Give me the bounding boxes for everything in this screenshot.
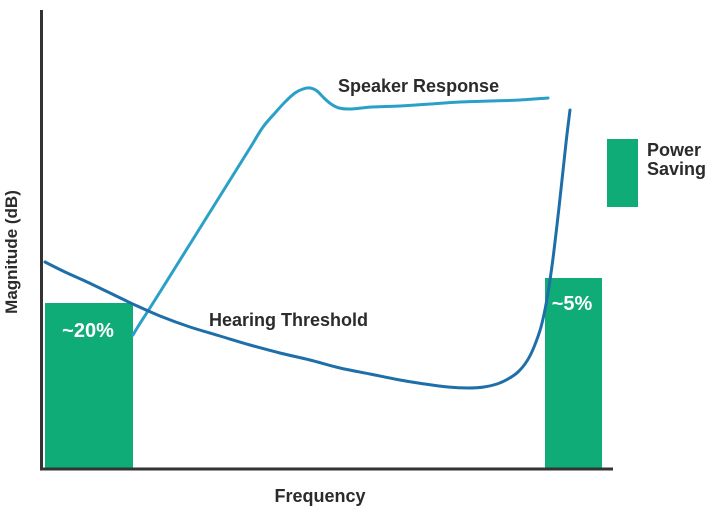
power-saving-bar-left <box>45 303 133 468</box>
hearing-threshold-curve <box>43 108 572 390</box>
legend-swatch <box>607 139 638 207</box>
curves <box>43 86 572 390</box>
power-saving-bar-right-label: ~5% <box>552 293 593 315</box>
speaker-response-curve <box>131 86 550 337</box>
y-axis-label: Magnitude (dB) <box>2 190 21 314</box>
power-saving-bar-right <box>545 278 602 468</box>
axes <box>40 10 613 471</box>
speaker-response-label: Speaker Response <box>338 76 499 96</box>
x-axis-label: Frequency <box>274 486 365 506</box>
power-saving-bar-left-label: ~20% <box>62 320 114 342</box>
power-saving-bars <box>45 278 602 468</box>
bar-labels: ~20% ~5% <box>62 293 592 342</box>
hearing-threshold-label: Hearing Threshold <box>209 310 368 330</box>
text-labels: Speaker Response Hearing Threshold Frequ… <box>2 76 499 506</box>
legend-label: Power Saving <box>647 140 707 179</box>
legend: Power Saving <box>607 139 711 207</box>
